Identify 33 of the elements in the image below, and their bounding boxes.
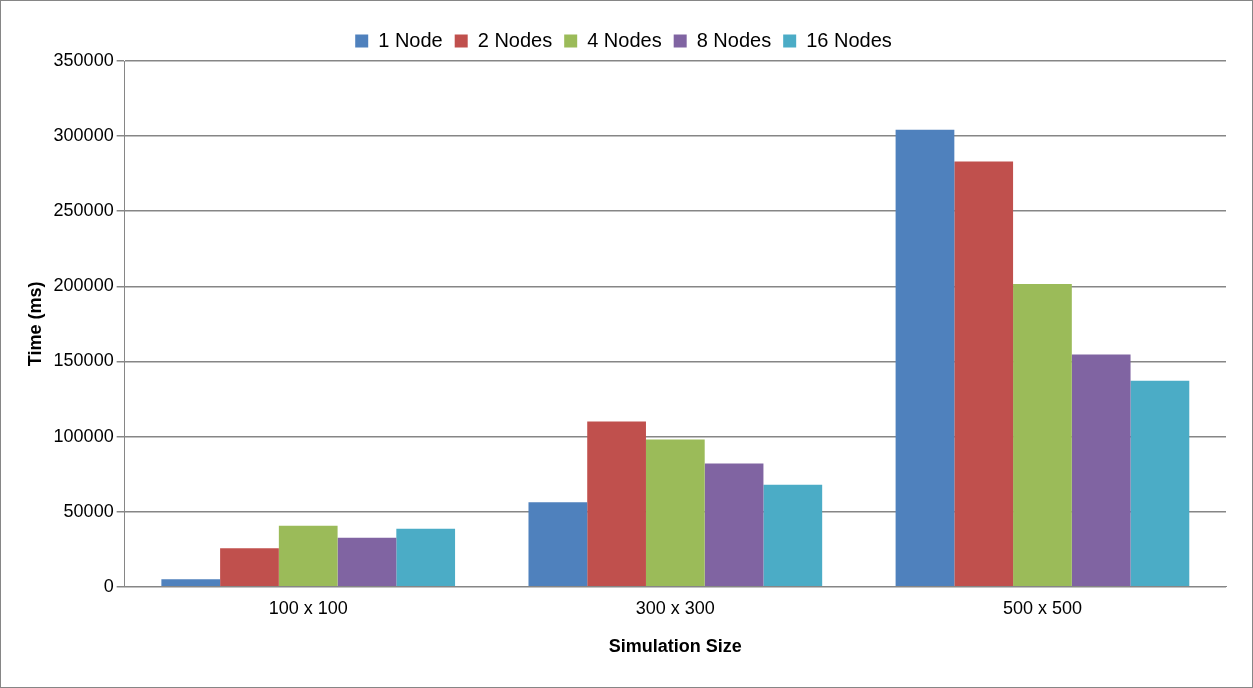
bar <box>895 129 955 587</box>
x-tick-label: 300 x 300 <box>635 597 715 618</box>
y-tick-label: 300000 <box>53 125 114 146</box>
bar <box>528 502 588 587</box>
legend-label: 8 Nodes <box>696 28 772 51</box>
y-axis-title: Time (ms) <box>24 281 45 367</box>
bar <box>220 548 279 587</box>
bar <box>763 484 823 587</box>
bar <box>1013 284 1072 587</box>
bar <box>587 421 646 587</box>
bar <box>704 463 764 587</box>
x-tick-label: 500 x 500 <box>1002 597 1082 618</box>
bar <box>1071 354 1131 587</box>
legend-label: 1 Node <box>378 28 443 51</box>
y-tick-label: 200000 <box>53 275 114 296</box>
bar <box>161 579 221 587</box>
legend-label: 16 Nodes <box>806 28 892 51</box>
y-tick-label: 50000 <box>63 500 114 521</box>
legend-label: 4 Nodes <box>587 28 662 51</box>
y-tick-label: 0 <box>103 575 114 596</box>
legend-label: 2 Nodes <box>477 28 553 51</box>
y-tick-label: 250000 <box>53 200 114 221</box>
x-axis-title: Simulation Size <box>608 636 742 657</box>
y-tick-label: 150000 <box>53 350 114 371</box>
bar <box>337 537 397 587</box>
bar <box>396 528 456 587</box>
bar <box>645 439 705 587</box>
x-tick-label: 100 x 100 <box>268 597 348 618</box>
y-tick-label: 350000 <box>53 49 114 70</box>
bar <box>278 525 338 587</box>
bar <box>954 161 1014 587</box>
y-tick-label: 100000 <box>53 425 114 446</box>
bar <box>1130 380 1190 587</box>
